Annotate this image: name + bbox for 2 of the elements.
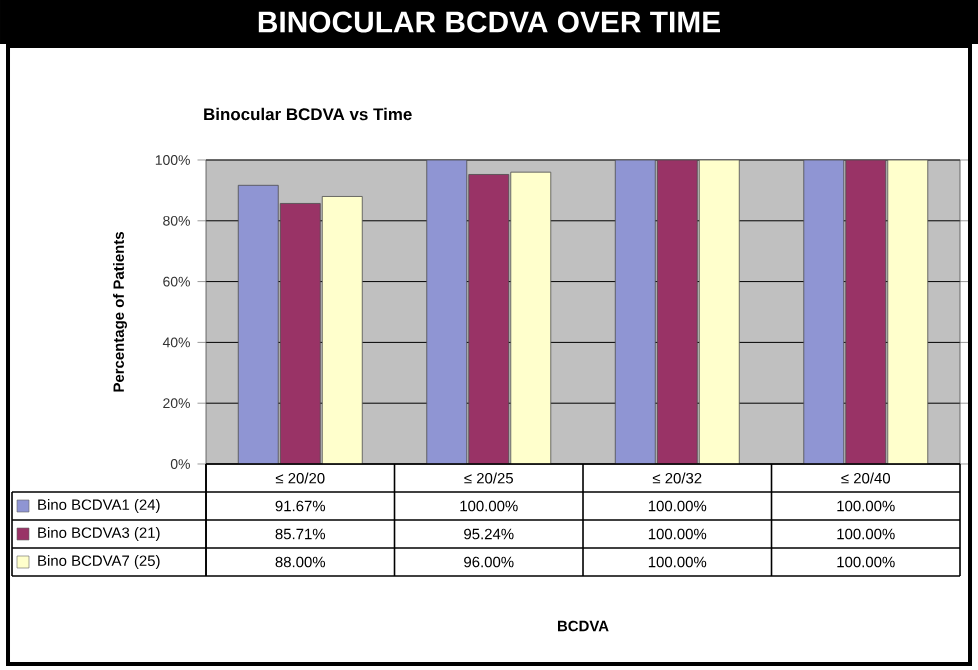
chart-title: BINOCULAR BCDVA OVER TIME [258, 11, 720, 33]
chart-subtitle: Binocular BCDVA vs Time [204, 107, 412, 121]
